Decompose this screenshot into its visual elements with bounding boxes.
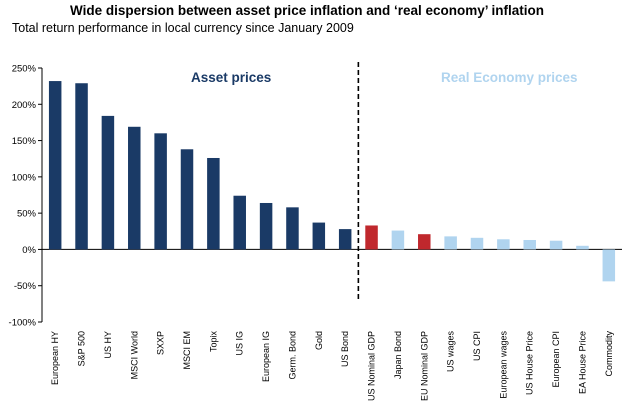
bar [48, 81, 62, 250]
y-tick-label: -50% [14, 281, 37, 292]
bar [576, 245, 589, 250]
bar [470, 237, 484, 250]
bar [128, 126, 141, 250]
x-category-label: Topix [208, 331, 218, 353]
y-tick-label: 250% [12, 64, 37, 75]
x-category-label: European CPI [551, 331, 561, 388]
x-category-label: MSCI EM [182, 331, 192, 370]
x-category-label: Japan Bond [393, 331, 403, 379]
x-category-label: S&P 500 [77, 331, 87, 366]
y-tick-label: 100% [12, 172, 37, 183]
bar [75, 83, 88, 250]
bar [444, 236, 457, 250]
bar [549, 240, 563, 250]
group-label-asset-prices: Asset prices [191, 70, 271, 85]
y-tick-label: 50% [17, 209, 37, 220]
chart-title: Wide dispersion between asset price infl… [70, 3, 544, 18]
bar [497, 239, 510, 250]
x-category-label: Gold [314, 331, 324, 350]
bar [312, 222, 326, 250]
bar [180, 149, 194, 250]
x-category-label: EU Nominal GDP [419, 331, 429, 401]
x-category-label: Commodity [604, 331, 614, 377]
bar [338, 229, 352, 250]
x-category-label: US Bond [340, 331, 350, 367]
x-category-label: European wages [498, 331, 508, 399]
x-category-label: US House Price [525, 331, 535, 395]
y-tick-label: 200% [12, 100, 37, 111]
bar [207, 157, 220, 250]
bar [602, 249, 616, 282]
bar [391, 230, 405, 250]
x-category-label: US Nominal GDP [367, 331, 377, 401]
bar [418, 234, 431, 250]
x-category-label: MSCI World [129, 331, 139, 379]
x-category-label: Germ. Bond [287, 331, 297, 380]
bar [101, 115, 115, 250]
x-category-label: US CPI [472, 331, 482, 361]
x-category-label: European IG [261, 331, 271, 382]
x-category-label: EA House Price [577, 331, 587, 394]
x-category-label: US wages [446, 331, 456, 373]
bar [259, 202, 273, 250]
x-category-label: European HY [50, 331, 60, 385]
bar [365, 225, 378, 250]
chart-subtitle: Total return performance in local curren… [12, 21, 354, 35]
x-category-label: US IG [235, 331, 245, 356]
x-category-label: US HY [103, 331, 113, 359]
bar [523, 239, 536, 250]
y-tick-label: -100% [9, 318, 37, 329]
bar [286, 207, 299, 250]
y-tick-label: 150% [12, 136, 37, 147]
group-label-real-economy-prices: Real Economy prices [441, 70, 578, 85]
y-tick-label: 0% [22, 245, 36, 256]
bar [233, 195, 246, 250]
x-category-label: SXXP [156, 331, 166, 355]
bar [154, 133, 167, 250]
